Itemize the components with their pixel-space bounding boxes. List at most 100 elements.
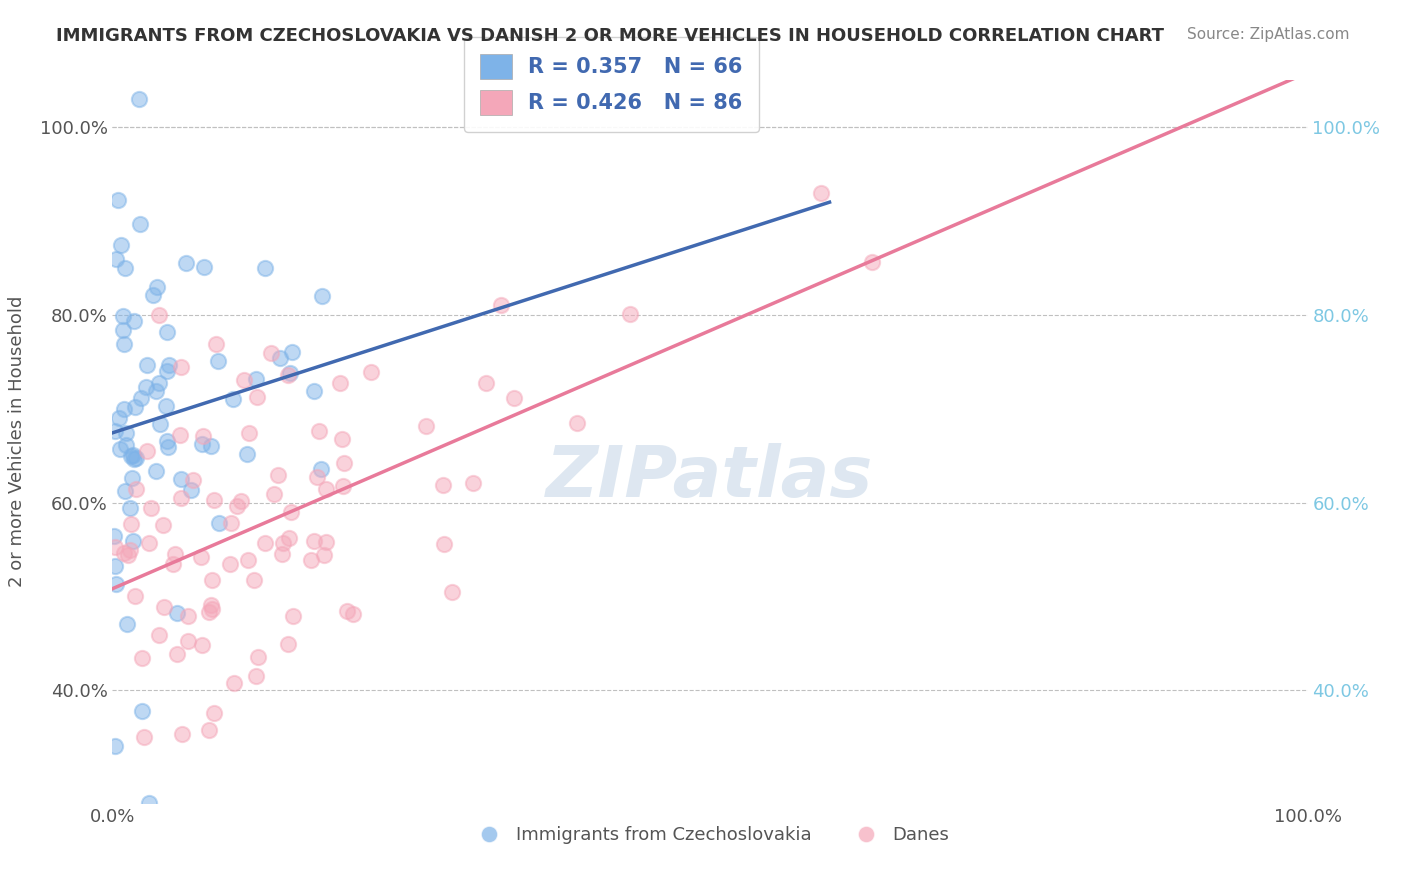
Point [131, 650, 153, 665]
Point [141, 500, 163, 515]
Point [174, 256, 197, 270]
Point [111, 309, 134, 323]
Point [221, 392, 243, 406]
Point [329, 376, 352, 390]
Point [124, 482, 146, 496]
Point [125, 450, 148, 465]
Point [138, 796, 160, 810]
Point [157, 441, 180, 455]
Point [180, 483, 202, 497]
Point [107, 193, 129, 207]
Point [155, 399, 177, 413]
Point [156, 364, 179, 378]
Point [271, 536, 294, 550]
Point [169, 427, 191, 442]
Point [163, 548, 186, 562]
Point [281, 609, 304, 624]
Point [170, 471, 193, 485]
Point [107, 410, 129, 425]
Point [440, 584, 463, 599]
Point [197, 723, 219, 738]
Point [204, 706, 226, 721]
Point [565, 416, 588, 430]
Point [302, 384, 325, 399]
Point [112, 546, 135, 560]
Point [315, 534, 337, 549]
Text: Source: ZipAtlas.com: Source: ZipAtlas.com [1187, 27, 1350, 42]
Point [148, 628, 170, 642]
Point [242, 573, 264, 587]
Point [247, 650, 270, 665]
Point [309, 462, 332, 476]
Point [136, 358, 159, 372]
Point [433, 537, 456, 551]
Point [148, 308, 170, 322]
Point [860, 254, 883, 268]
Point [172, 727, 194, 741]
Point [128, 217, 150, 231]
Point [114, 484, 136, 499]
Point [120, 449, 142, 463]
Point [153, 599, 176, 614]
Point [190, 638, 212, 652]
Point [105, 577, 128, 591]
Point [122, 452, 145, 467]
Point [302, 534, 325, 549]
Point [110, 238, 132, 252]
Point [114, 438, 136, 452]
Point [118, 542, 141, 557]
Point [219, 557, 242, 571]
Point [157, 358, 180, 372]
Point [145, 384, 167, 399]
Point [245, 669, 267, 683]
Point [332, 456, 354, 470]
Point [201, 602, 224, 616]
Point [810, 186, 832, 200]
Point [122, 533, 145, 548]
Point [201, 574, 224, 588]
Point [270, 547, 292, 561]
Point [253, 536, 276, 550]
Point [281, 345, 304, 359]
Point [122, 448, 145, 462]
Point [415, 419, 437, 434]
Point [114, 337, 136, 351]
Point [103, 559, 125, 574]
Point [489, 298, 512, 312]
Point [115, 617, 138, 632]
Point [124, 400, 146, 414]
Point [156, 325, 179, 339]
Legend: Immigrants from Czechoslovakia, Danes: Immigrants from Czechoslovakia, Danes [464, 819, 956, 852]
Point [263, 487, 285, 501]
Point [190, 550, 212, 565]
Point [259, 346, 281, 360]
Point [110, 442, 132, 456]
Point [246, 391, 269, 405]
Point [299, 553, 322, 567]
Point [111, 322, 134, 336]
Point [138, 536, 160, 550]
Point [200, 439, 222, 453]
Y-axis label: 2 or more Vehicles in Household: 2 or more Vehicles in Household [7, 296, 25, 587]
Point [117, 548, 139, 562]
Point [131, 704, 153, 718]
Point [207, 354, 229, 368]
Point [198, 605, 221, 619]
Point [308, 424, 330, 438]
Point [202, 493, 225, 508]
Point [205, 337, 228, 351]
Point [229, 494, 252, 508]
Point [162, 558, 184, 572]
Point [267, 468, 290, 483]
Point [136, 444, 159, 458]
Point [166, 647, 188, 661]
Point [330, 432, 353, 446]
Point [226, 500, 249, 514]
Point [219, 516, 242, 530]
Point [193, 428, 215, 442]
Point [177, 609, 200, 624]
Point [332, 478, 354, 492]
Point [104, 739, 127, 753]
Point [122, 314, 145, 328]
Point [238, 425, 260, 440]
